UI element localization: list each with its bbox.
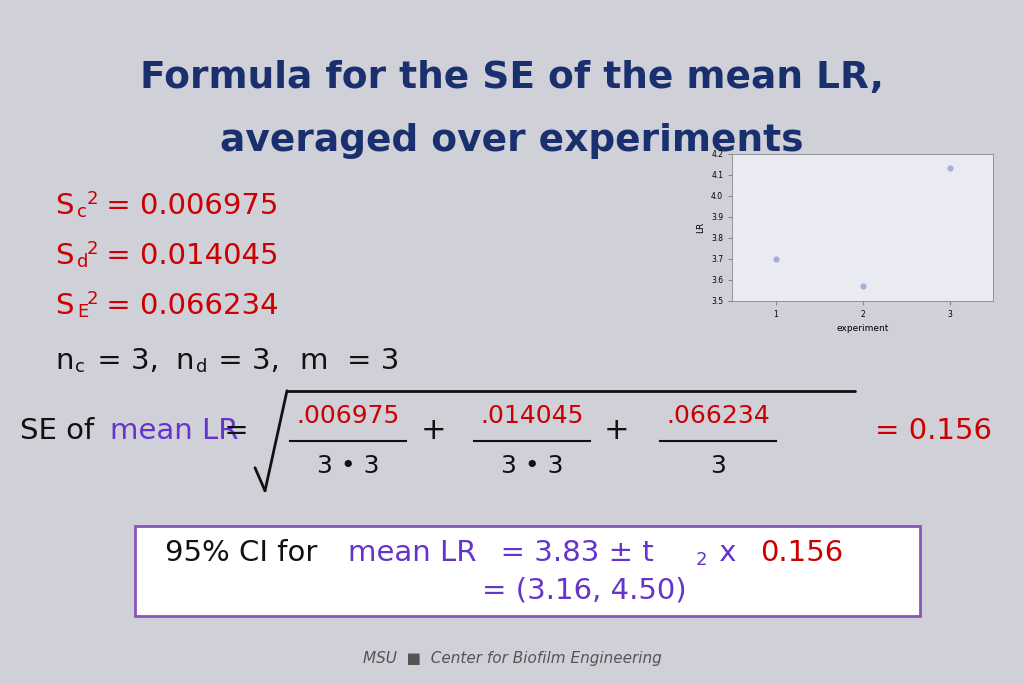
Text: .066234: .066234 <box>667 404 770 428</box>
Text: .014045: .014045 <box>480 404 584 428</box>
Text: c: c <box>75 358 85 376</box>
Y-axis label: LR: LR <box>696 221 706 233</box>
Text: averaged over experiments: averaged over experiments <box>220 124 804 159</box>
Text: +: + <box>604 416 630 445</box>
Text: 95% CI for: 95% CI for <box>165 539 327 567</box>
Text: = (3.16, 4.50): = (3.16, 4.50) <box>482 576 687 604</box>
Point <box>854 280 870 291</box>
Text: 2: 2 <box>87 190 98 208</box>
Text: S: S <box>55 242 74 270</box>
Point <box>768 253 784 264</box>
Text: =: = <box>215 417 249 445</box>
Text: = 0.066234: = 0.066234 <box>97 292 279 320</box>
X-axis label: experiment: experiment <box>837 324 889 333</box>
Text: = 3,: = 3, <box>209 347 280 375</box>
Text: 3 • 3: 3 • 3 <box>316 454 379 477</box>
Text: = 3.83 ± t: = 3.83 ± t <box>482 539 654 567</box>
Text: d: d <box>77 253 88 270</box>
Text: 2: 2 <box>87 290 98 308</box>
Text: Formula for the SE of the mean LR,: Formula for the SE of the mean LR, <box>140 59 884 96</box>
Text: m  = 3: m = 3 <box>300 347 399 375</box>
Text: = 0.156: = 0.156 <box>874 417 992 445</box>
Text: 2: 2 <box>696 550 708 569</box>
Text: 0.156: 0.156 <box>760 539 843 567</box>
Text: = 0.014045: = 0.014045 <box>97 242 279 270</box>
Text: E: E <box>77 303 88 321</box>
Text: n: n <box>175 347 194 375</box>
Text: 3 • 3: 3 • 3 <box>501 454 563 477</box>
Text: d: d <box>196 358 208 376</box>
Text: +: + <box>421 416 446 445</box>
Text: x: x <box>710 539 745 567</box>
Text: = 3,: = 3, <box>88 347 159 375</box>
Text: S: S <box>55 292 74 320</box>
Text: mean LR: mean LR <box>110 417 239 445</box>
FancyBboxPatch shape <box>135 526 920 616</box>
Text: S: S <box>55 192 74 220</box>
Text: mean LR: mean LR <box>348 539 476 567</box>
Point <box>942 163 958 174</box>
Text: MSU  ■  Center for Biofilm Engineering: MSU ■ Center for Biofilm Engineering <box>362 651 662 666</box>
Text: 3: 3 <box>710 454 726 477</box>
Text: SE of: SE of <box>20 417 103 445</box>
Text: c: c <box>77 203 87 221</box>
Text: = 0.006975: = 0.006975 <box>97 192 279 220</box>
Text: 2: 2 <box>87 240 98 257</box>
Text: n: n <box>55 347 74 375</box>
Text: .006975: .006975 <box>296 404 399 428</box>
